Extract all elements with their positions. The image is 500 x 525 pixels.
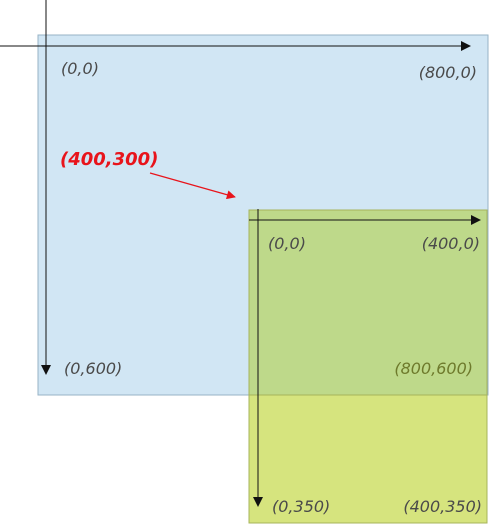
- outer-origin-label: (0,0): [61, 59, 99, 78]
- inner-top-right-label: (400,0): [422, 234, 480, 253]
- outer-bottom-right-label: (800,600): [394, 359, 473, 378]
- offset-label: (400,300): [60, 149, 158, 170]
- inner-bottom-left-label: (0,350): [272, 497, 330, 516]
- overlap-region: [248, 209, 488, 396]
- outer-top-right-label: (800,0): [419, 63, 477, 82]
- offset-arrow: [149, 172, 236, 200]
- inner-origin-label: (0,0): [268, 234, 306, 253]
- inner-bottom-right-label: (400,350): [403, 497, 482, 516]
- outer-bottom-left-label: (0,600): [64, 359, 122, 378]
